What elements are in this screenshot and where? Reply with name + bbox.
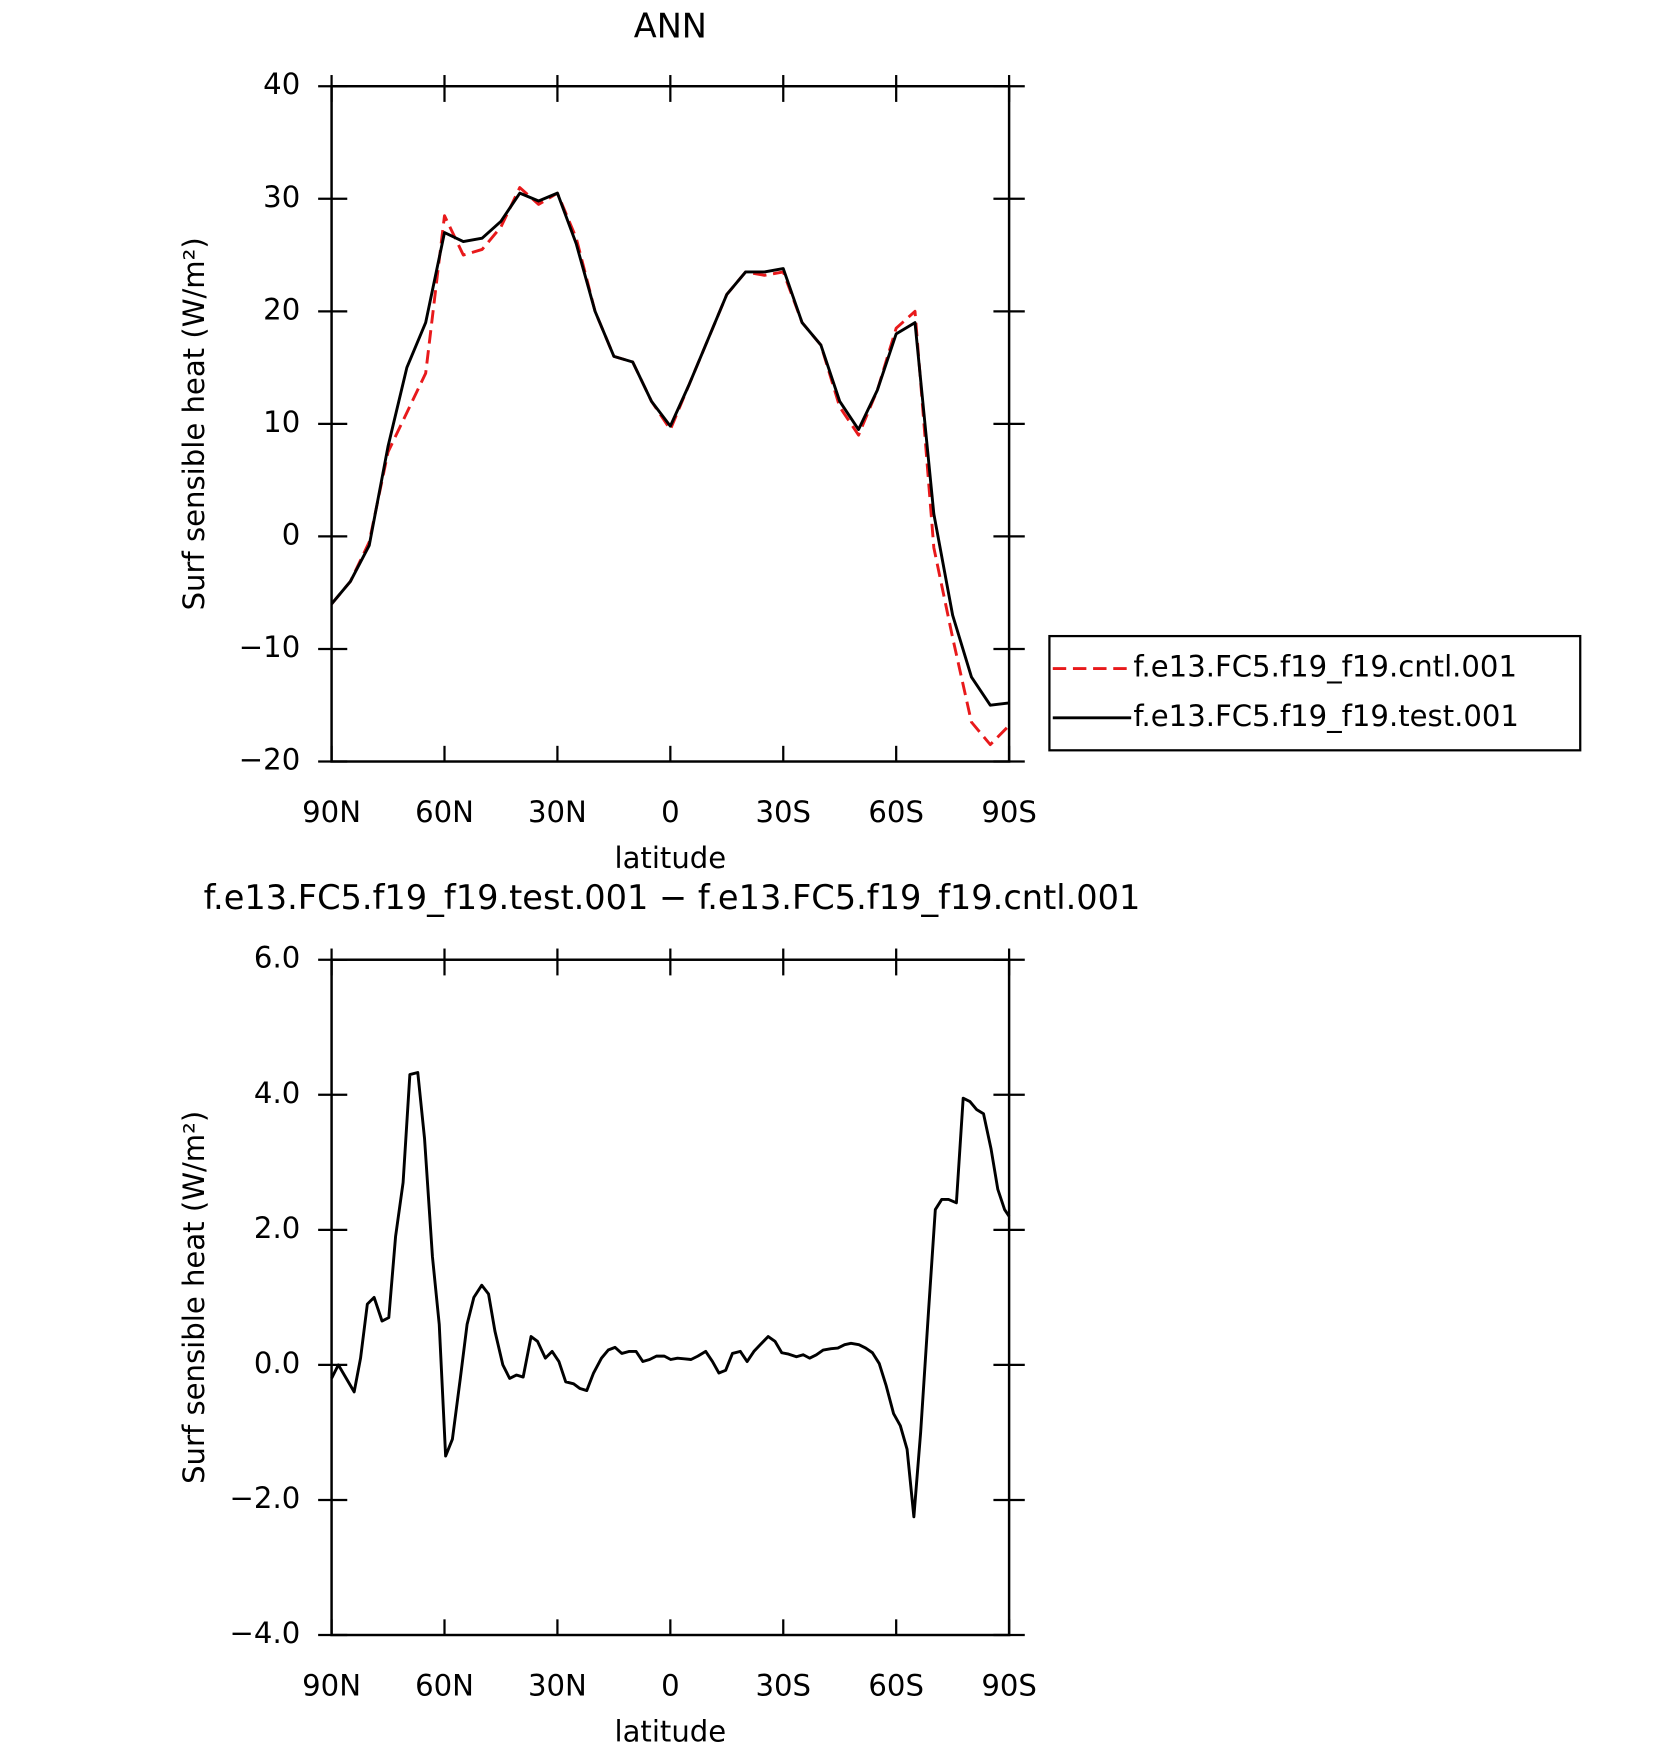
- legend-label: f.e13.FC5.f19_f19.cntl.001: [1133, 650, 1517, 684]
- x-tick-label: 60S: [868, 1669, 924, 1703]
- x-tick-label: 90N: [302, 1669, 361, 1703]
- series-line: [330, 186, 1011, 747]
- y-tick-label: −4.0: [230, 1616, 301, 1650]
- x-tick-label: 30N: [528, 1669, 587, 1703]
- y-axis-label: Surf sensible heat (W/m²): [177, 237, 211, 610]
- x-axis-label: latitude: [614, 1715, 726, 1747]
- x-tick-label: 90S: [981, 795, 1037, 829]
- series-line: [330, 1071, 1011, 1519]
- y-tick-label: 10: [263, 405, 300, 439]
- x-tick-label: 30N: [528, 795, 587, 829]
- plot-frame: [330, 958, 1011, 1637]
- x-tick-label: 90N: [302, 795, 361, 829]
- y-tick-label: 40: [263, 67, 300, 101]
- y-tick-label: 6.0: [254, 941, 300, 975]
- x-tick-label: 60S: [868, 795, 924, 829]
- chart-title: f.e13.FC5.f19_f19.test.001 − f.e13.FC5.f…: [204, 878, 1141, 917]
- legend-label: f.e13.FC5.f19_f19.test.001: [1133, 699, 1519, 733]
- series-line: [330, 191, 1010, 707]
- y-axis-label: Surf sensible heat (W/m²): [177, 1111, 211, 1484]
- x-tick-label: 30S: [755, 1669, 811, 1703]
- y-tick-label: 30: [263, 180, 300, 214]
- y-tick-label: 20: [263, 292, 300, 326]
- x-tick-label: 0: [661, 795, 680, 829]
- y-tick-label: 2.0: [254, 1211, 300, 1245]
- y-tick-label: −10: [239, 630, 300, 664]
- y-tick-label: −20: [239, 743, 300, 777]
- x-tick-label: 30S: [755, 795, 811, 829]
- x-tick-label: 90S: [981, 1669, 1037, 1703]
- y-tick-label: 0.0: [254, 1346, 300, 1380]
- legend-box: [1048, 634, 1582, 752]
- x-tick-label: 60N: [415, 1669, 474, 1703]
- x-tick-label: 60N: [415, 795, 474, 829]
- y-tick-label: 0: [282, 517, 301, 551]
- y-tick-label: −2.0: [230, 1481, 301, 1515]
- x-axis-label: latitude: [614, 841, 726, 875]
- y-tick-label: 4.0: [254, 1076, 300, 1110]
- x-tick-label: 0: [661, 1669, 680, 1703]
- chart-title: ANN: [634, 6, 707, 45]
- plot-frame: [330, 84, 1011, 763]
